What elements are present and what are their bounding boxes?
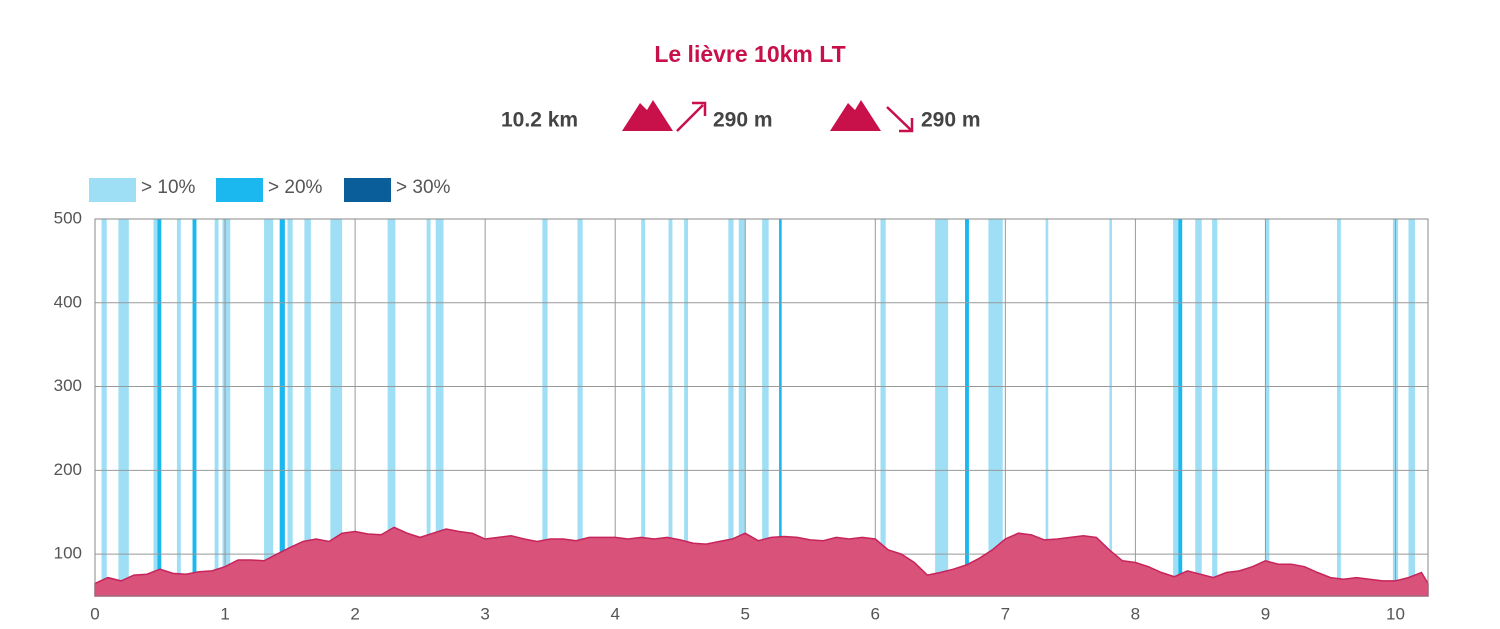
slope-band: [330, 219, 343, 596]
slope-band: [965, 219, 969, 596]
x-tick-label: 8: [1131, 604, 1140, 623]
slope-band: [1109, 219, 1112, 596]
plot: [94, 526, 1429, 597]
x-tick-label: 2: [350, 604, 359, 623]
slope-band: [935, 219, 949, 596]
slope-band: [157, 219, 162, 596]
slope-band: [668, 219, 673, 596]
slope-band: [214, 219, 219, 596]
x-tick-label: 10: [1386, 604, 1405, 623]
x-tick-label: 7: [1001, 604, 1010, 623]
legend-swatch: [89, 178, 136, 202]
legend: > 10% > 20% > 30%: [89, 177, 451, 202]
slope-band: [728, 219, 734, 596]
legend-label: > 20%: [268, 177, 323, 198]
x-tick-label: 9: [1261, 604, 1270, 623]
y-tick-label: 400: [54, 292, 82, 311]
slope-band: [426, 219, 431, 596]
legend-label: > 10%: [141, 177, 196, 198]
ascent-icon: [622, 100, 707, 132]
slope-band: [542, 219, 548, 596]
x-tick-label: 5: [741, 604, 750, 623]
x-tick-label: 4: [610, 604, 619, 623]
slope-band: [101, 219, 107, 596]
legend-label: > 30%: [396, 177, 451, 198]
slope-band: [118, 219, 129, 596]
legend-swatch: [216, 178, 263, 202]
x-tick-label: 6: [871, 604, 880, 623]
slope-band: [880, 219, 886, 596]
y-tick-label: 300: [54, 376, 82, 395]
slope-band: [435, 219, 444, 596]
slope-band: [577, 219, 583, 596]
slope-band: [1212, 219, 1218, 596]
title: Le lièvre 10km LT: [654, 41, 845, 67]
slope-band: [279, 219, 285, 596]
slope-band: [1195, 219, 1202, 596]
slope-band: [287, 219, 293, 596]
slope-band: [988, 219, 1003, 596]
y-tick-label: 200: [54, 460, 82, 479]
slope-band: [153, 219, 158, 596]
slope-band: [304, 219, 311, 596]
distance: 10.2 km: [501, 109, 578, 132]
slope-band: [1045, 219, 1049, 596]
y-tick-label: 500: [54, 208, 82, 227]
ascent: 290 m: [713, 109, 773, 132]
slope-band: [1265, 219, 1270, 596]
elevation-area: [94, 526, 1429, 597]
slope-band: [176, 219, 181, 596]
slope-band: [387, 219, 396, 596]
y-tick-label: 100: [54, 544, 82, 563]
slope-band: [641, 219, 646, 596]
descent: 290 m: [921, 109, 981, 132]
x-tick-label: 0: [90, 604, 99, 623]
plot-frame: [94, 218, 1429, 597]
slope-band: [779, 219, 782, 596]
slope-band: [1173, 219, 1179, 596]
x-tick-label: 1: [220, 604, 229, 623]
slope-band: [1408, 219, 1415, 596]
slope-band: [222, 219, 231, 596]
slope-band: [192, 219, 197, 596]
slope-band: [1336, 219, 1341, 596]
x-tick-label: 3: [480, 604, 489, 623]
slope-band: [1178, 219, 1183, 596]
slope-band: [264, 219, 274, 596]
slope-bands: [101, 219, 1415, 596]
legend-swatch: [344, 178, 391, 202]
slope-band: [684, 219, 689, 596]
descent-icon: [830, 100, 914, 133]
slope-band: [762, 219, 769, 596]
slope-band: [738, 219, 746, 596]
